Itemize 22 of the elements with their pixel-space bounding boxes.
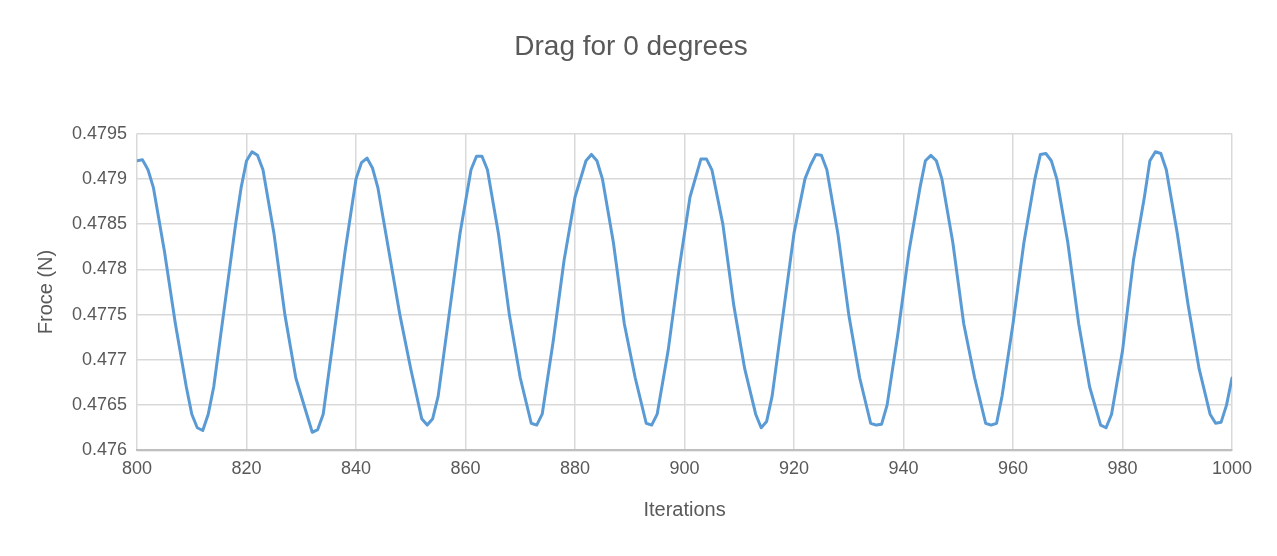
y-tick-label: 0.477: [82, 348, 128, 369]
chart-title: Drag for 0 degrees: [514, 29, 748, 61]
x-tick-label: 980: [1107, 458, 1138, 479]
x-tick-label: 820: [231, 458, 262, 479]
x-tick-label: 920: [779, 458, 810, 479]
x-tick-label: 960: [997, 458, 1029, 479]
x-tick-label: 880: [560, 458, 591, 479]
y-tick-label: 0.4765: [71, 394, 128, 415]
y-tick-label: 0.4775: [71, 303, 128, 324]
y-tick-label: 0.478: [82, 258, 128, 279]
x-tick-label: 840: [341, 458, 372, 479]
x-axis-title: Iterations: [643, 497, 726, 520]
x-tick-label: 900: [669, 458, 700, 479]
x-tick-label: 860: [450, 458, 481, 479]
x-tick-label: 800: [122, 458, 153, 479]
x-tick-label: 940: [888, 458, 919, 479]
y-tick-label: 0.476: [82, 439, 128, 460]
y-tick-label: 0.4795: [71, 122, 128, 143]
x-tick-label: 1000: [1211, 458, 1253, 479]
y-axis-title: Froce (N): [33, 249, 56, 335]
y-tick-label: 0.479: [82, 167, 128, 188]
y-tick-label: 0.4785: [71, 213, 128, 234]
